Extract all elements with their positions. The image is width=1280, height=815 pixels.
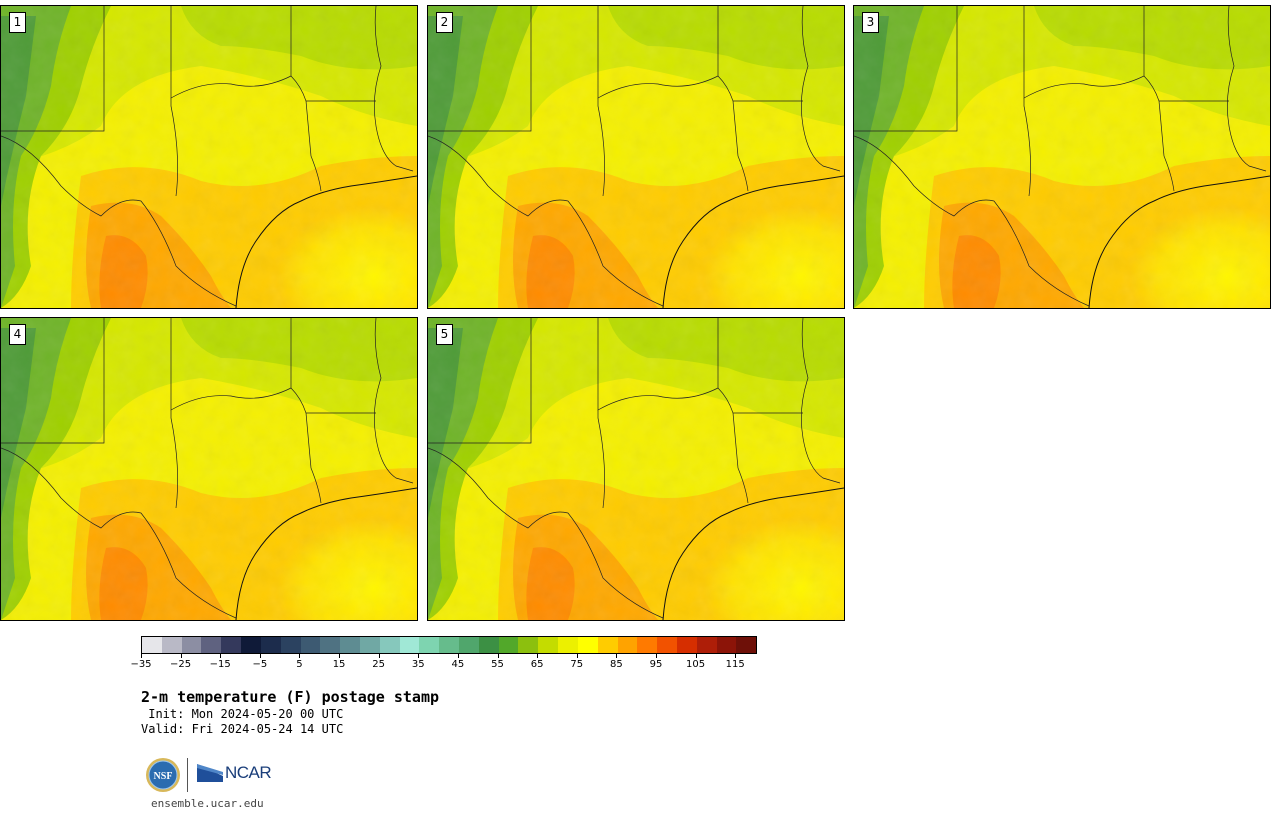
colorbar-tick: [457, 653, 459, 658]
colorbar-tick-label: −25: [170, 659, 192, 670]
colorbar-tick: [537, 653, 539, 658]
panel-number: 5: [436, 324, 453, 345]
init-time: Init: Mon 2024-05-20 00 UTC: [141, 707, 344, 721]
logo-divider: [187, 758, 188, 792]
colorbar-tick: [299, 653, 301, 658]
colorbar-tick: [616, 653, 618, 658]
colorbar-segment: [419, 637, 440, 653]
temperature-map: [428, 318, 844, 620]
colorbar-tick-label: 105: [686, 659, 706, 670]
colorbar-tick: [418, 653, 420, 658]
colorbar-segment: [280, 637, 301, 653]
map-panel-4: 4: [0, 317, 418, 621]
colorbar-segment: [538, 637, 559, 653]
colorbar-segment: [498, 637, 519, 653]
colorbar-tick-label: 65: [530, 659, 544, 670]
map-panel-1: 1: [0, 5, 418, 309]
colorbar-segment: [577, 637, 598, 653]
colorbar-segment: [696, 637, 717, 653]
colorbar-segment: [201, 637, 222, 653]
colorbar-segment: [241, 637, 261, 653]
colorbar-segment: [558, 637, 578, 653]
ncar-logo: NCAR: [197, 762, 272, 784]
colorbar-segment: [597, 637, 618, 653]
website-url: ensemble.ucar.edu: [151, 797, 264, 810]
colorbar-segment: [617, 637, 638, 653]
colorbar-tick-label: −35: [130, 659, 152, 670]
colorbar-segment: [716, 637, 737, 653]
colorbar-tick-label: 15: [332, 659, 346, 670]
colorbar-segment: [676, 637, 697, 653]
panel-number: 4: [9, 324, 26, 345]
colorbar-segment: [518, 637, 539, 653]
colorbar-segment: [359, 637, 380, 653]
colorbar-tick-label: −5: [252, 659, 268, 670]
colorbar-tick-label: 75: [570, 659, 584, 670]
colorbar-segment: [221, 637, 242, 653]
colorbar-segment: [657, 637, 677, 653]
temperature-map: [428, 6, 844, 308]
plot-title: 2-m temperature (F) postage stamp: [141, 688, 440, 706]
nsf-logo: NSF: [145, 757, 181, 797]
colorbar-segment: [399, 637, 420, 653]
panel-number: 1: [9, 12, 26, 33]
colorbar-tick: [655, 653, 657, 658]
colorbar-segment: [736, 637, 757, 653]
colorbar-tick: [695, 653, 697, 658]
temperature-map: [1, 318, 417, 620]
colorbar-segment: [260, 637, 281, 653]
colorbar-tick-label: 55: [491, 659, 504, 670]
colorbar-segment: [142, 637, 162, 653]
colorbar-tick: [141, 653, 142, 658]
valid-time: Valid: Fri 2024-05-24 14 UTC: [141, 722, 344, 736]
colorbar-tick: [220, 653, 222, 658]
temperature-map: [854, 6, 1270, 308]
panel-number: 3: [862, 12, 879, 33]
colorbar-tick: [180, 653, 182, 658]
colorbar-tick-label: 25: [372, 659, 386, 670]
colorbar-segment: [300, 637, 321, 653]
svg-text:NSF: NSF: [154, 771, 173, 782]
panel-number: 2: [436, 12, 453, 33]
colorbar-segment: [161, 637, 182, 653]
colorbar-tick: [339, 653, 341, 658]
colorbar-segment: [478, 637, 499, 653]
colorbar-tick-label: 35: [411, 659, 425, 670]
colorbar-segment: [340, 637, 360, 653]
map-panel-3: 3: [853, 5, 1271, 309]
map-panel-5: 5: [427, 317, 845, 621]
colorbar-tick: [378, 653, 380, 658]
colorbar-tick-label: −15: [209, 659, 231, 670]
colorbar-segment: [379, 637, 400, 653]
colorbar-segment: [459, 637, 479, 653]
map-panel-2: 2: [427, 5, 845, 309]
colorbar-tick-label: 85: [609, 659, 623, 670]
colorbar-segment: [320, 637, 341, 653]
colorbar-tick: [576, 653, 578, 658]
colorbar-tick-label: 95: [649, 659, 663, 670]
colorbar-tick-label: 45: [451, 659, 465, 670]
colorbar-tick: [735, 653, 737, 658]
temperature-map: [1, 6, 417, 308]
colorbar-tick: [259, 653, 261, 658]
colorbar-tick-label: 115: [725, 659, 745, 670]
colorbar-segment: [181, 637, 202, 653]
colorbar: [141, 636, 757, 654]
colorbar-segment: [439, 637, 459, 653]
colorbar-tick: [497, 653, 499, 658]
colorbar-segment: [637, 637, 658, 653]
colorbar-tick-label: 5: [296, 659, 303, 670]
